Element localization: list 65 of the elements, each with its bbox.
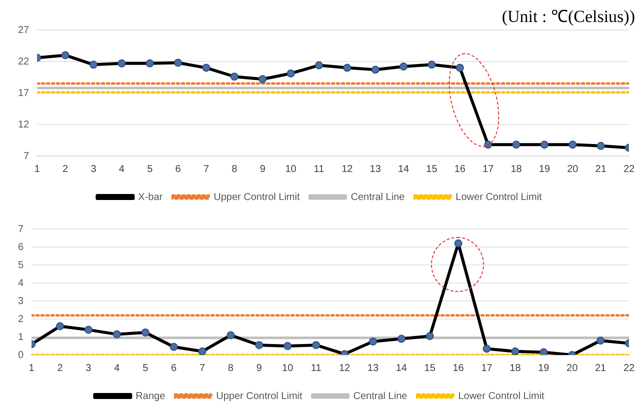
x-tick-label: 11 <box>314 164 325 175</box>
x-tick-label: 16 <box>454 164 466 175</box>
x-tick-label: 17 <box>482 164 494 175</box>
y-tick-label: 2 <box>18 314 24 325</box>
y-tick-label: 4 <box>18 278 24 289</box>
x-tick-label: 12 <box>338 362 351 374</box>
y-tick-label: 22 <box>18 56 30 68</box>
x-tick-label: 4 <box>114 362 120 374</box>
x-tick-label: 18 <box>510 362 522 374</box>
x-tick-label: 5 <box>142 362 149 374</box>
x-tick-label: 2 <box>62 164 69 175</box>
x-tick-label: 16 <box>452 362 464 374</box>
x-tick-label: 22 <box>623 362 635 374</box>
x-tick-label: 13 <box>367 362 379 374</box>
x-tick-label: 11 <box>310 362 322 374</box>
x-tick-label: 14 <box>398 164 410 175</box>
x-tick-label: 19 <box>538 362 550 374</box>
y-tick-label: 27 <box>18 24 30 36</box>
x-tick-label: 9 <box>260 164 266 175</box>
x-tick-label: 10 <box>282 362 294 374</box>
x-tick-label: 19 <box>538 164 550 175</box>
x-tick-label: 22 <box>623 164 635 175</box>
x-tick-label: 1 <box>34 164 40 175</box>
x-tick-label: 21 <box>594 362 607 374</box>
y-tick-label: 7 <box>24 150 30 162</box>
y-tick-label: 1 <box>18 332 24 343</box>
y-tick-label: 12 <box>18 119 30 130</box>
x-tick-label: 20 <box>567 164 579 175</box>
legend-label: Central Line <box>350 192 406 203</box>
legend-label: Range <box>136 390 166 402</box>
y-tick-label: 17 <box>18 88 30 99</box>
x-tick-label: 17 <box>481 362 493 374</box>
x-tick-label: 20 <box>566 362 578 374</box>
x-tick-label: 21 <box>595 164 607 175</box>
x-tick-label: 5 <box>147 164 154 175</box>
legend-label: Upper Control Limit <box>216 390 302 402</box>
x-tick-label: 7 <box>203 164 210 175</box>
x-tick-label: 10 <box>285 164 297 175</box>
x-tick-label: 8 <box>232 164 238 175</box>
x-tick-label: 6 <box>171 362 178 374</box>
y-tick-label: 3 <box>18 296 24 307</box>
y-tick-label: 7 <box>18 224 24 235</box>
x-tick-label: 8 <box>228 362 234 374</box>
x-tick-label: 9 <box>256 362 262 374</box>
x-tick-label: 13 <box>370 164 382 175</box>
legend-label: Upper Control Limit <box>214 192 300 203</box>
y-tick-label: 5 <box>18 260 24 271</box>
y-tick-label: 6 <box>18 242 24 253</box>
y-tick-label: 0 <box>18 350 24 361</box>
x-tick-label: 4 <box>118 164 125 175</box>
x-tick-label: 18 <box>510 164 522 175</box>
legend-label: Central Line <box>353 390 408 402</box>
x-tick-label: 15 <box>426 164 438 175</box>
x-tick-label: 7 <box>199 362 206 374</box>
x-tick-label: 3 <box>90 164 97 175</box>
x-tick-label: 2 <box>57 362 64 374</box>
x-tick-label: 6 <box>175 164 182 175</box>
x-tick-label: 14 <box>396 362 408 374</box>
legend-label: X-bar <box>138 192 164 203</box>
x-tick-label: 3 <box>86 362 92 374</box>
legend-label: Lower Control Limit <box>458 390 545 402</box>
legend-label: Lower Control Limit <box>456 192 542 203</box>
text: (Unit : ℃(Celsius)) <box>502 6 635 27</box>
x-tick-label: 15 <box>424 362 436 374</box>
x-tick-label: 12 <box>342 164 354 175</box>
